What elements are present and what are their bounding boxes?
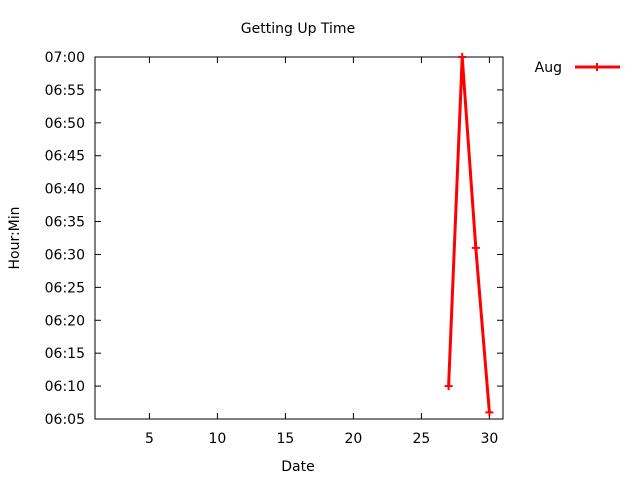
y-tick-label: 06:20 <box>45 313 85 329</box>
data-point-marker <box>444 382 453 391</box>
y-tick-label: 06:35 <box>45 215 85 231</box>
x-axis-label: Date <box>281 459 314 475</box>
x-tick-label: 20 <box>344 431 362 447</box>
data-point-marker <box>471 243 480 252</box>
x-tick-label: 15 <box>276 431 294 447</box>
x-tick-label: 5 <box>145 431 154 447</box>
y-tick-label: 06:15 <box>45 346 85 362</box>
x-axis: 5 10 15 20 25 30 <box>145 57 498 447</box>
y-tick-label: 06:10 <box>45 379 85 395</box>
series-line-aug <box>447 56 491 413</box>
series-layer <box>444 53 494 417</box>
y-tick-label: 06:45 <box>45 149 85 165</box>
legend-marker <box>593 63 601 71</box>
y-tick-label: 06:30 <box>45 247 85 263</box>
plot-area-border <box>94 56 504 420</box>
x-tick-label: 10 <box>208 431 226 447</box>
y-tick-label: 06:50 <box>45 116 85 132</box>
y-axis: 06:05 06:10 06:15 06:20 06:25 06:30 06:35 06:40… <box>45 50 503 428</box>
y-tick-label: 06:55 <box>45 83 85 99</box>
y-tick-label: 07:00 <box>45 50 85 66</box>
y-tick-label: 06:40 <box>45 182 85 198</box>
data-point-marker <box>458 53 467 61</box>
data-point-marker <box>485 408 494 417</box>
x-tick-label: 25 <box>412 431 430 447</box>
y-tick-label: 06:25 <box>45 280 85 296</box>
legend-label-aug: Aug <box>535 60 562 76</box>
legend: Aug <box>535 60 620 76</box>
y-tick-label: 06:05 <box>45 412 85 428</box>
x-tick-label: 30 <box>480 431 498 447</box>
y-axis-label: Hour:Min <box>7 206 23 269</box>
chart-title: Getting Up Time <box>241 21 355 37</box>
